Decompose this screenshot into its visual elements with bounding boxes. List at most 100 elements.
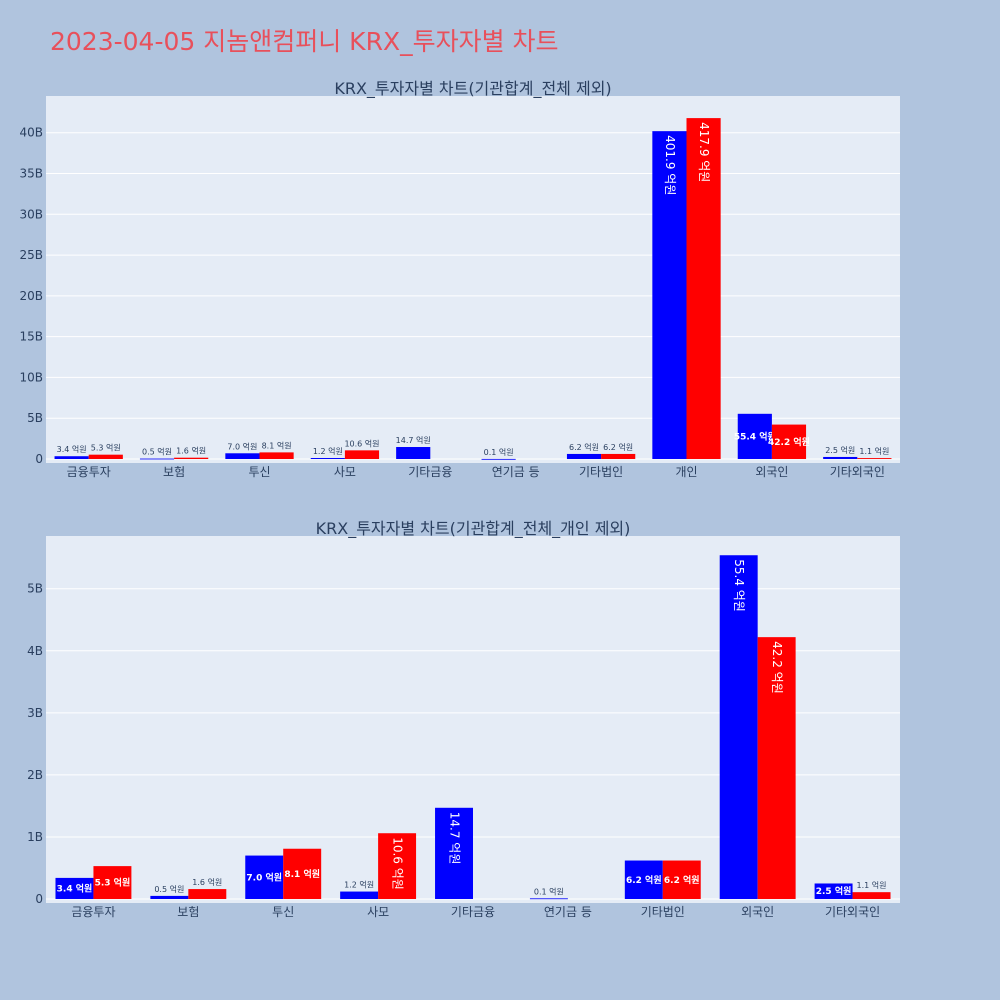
bar	[88, 454, 123, 459]
bar	[624, 860, 663, 899]
y-tick-label: 3B	[27, 706, 43, 720]
x-tick-label: 연기금 등	[544, 905, 592, 919]
data-label: 55.4 억원	[734, 430, 776, 442]
data-label: 0.1 억원	[484, 447, 514, 457]
data-label: 42.2 억원	[770, 641, 784, 694]
data-label: 0.5 억원	[154, 884, 184, 894]
bar	[54, 456, 89, 459]
y-tick-label: 10B	[19, 370, 43, 384]
y-tick-label: 25B	[19, 248, 43, 262]
bar	[771, 424, 807, 459]
data-label: 6.2 억원	[626, 874, 662, 886]
data-label: 7.0 억원	[246, 871, 282, 883]
bar	[245, 855, 284, 899]
bar	[340, 891, 379, 899]
y-tick-label: 2B	[27, 768, 43, 782]
bar	[174, 457, 209, 459]
bar	[150, 895, 189, 899]
data-label: 417.9 억원	[697, 122, 711, 182]
data-label: 0.5 억원	[142, 447, 172, 457]
bar	[686, 118, 721, 459]
chart-2: 0 1B 2B 3B 4B 5B KRX_투자자별 차트(기관합계_전체_개인 제외) 금융투…	[27, 519, 900, 919]
data-label: 14.7 억원	[448, 812, 462, 865]
data-label: 1.2 억원	[313, 446, 343, 456]
bar	[852, 892, 891, 899]
data-label: 6.2 억원	[603, 442, 633, 452]
x-tick-label: 사모	[367, 905, 389, 919]
y-tick-label: 0	[35, 892, 43, 906]
data-label: 1.2 억원	[344, 880, 374, 890]
data-label: 1.6 억원	[176, 446, 206, 456]
bar	[259, 452, 294, 459]
x-tick-label: 보험	[163, 465, 185, 479]
data-label: 0.1 억원	[534, 886, 564, 896]
bar	[823, 456, 858, 459]
bar	[310, 458, 345, 459]
y-tick-label: 40B	[19, 126, 43, 140]
data-label: 8.1 억원	[262, 440, 292, 450]
bar	[283, 848, 322, 899]
y-tick-label: 0	[35, 452, 43, 466]
x-tick-label: 금융투자	[67, 465, 111, 479]
x-tick-label: 투신	[272, 905, 294, 919]
y-tick-label: 20B	[19, 289, 43, 303]
y-tick-label: 30B	[19, 207, 43, 221]
data-label: 1.6 억원	[192, 877, 222, 887]
x-tick-label: 기타금융	[408, 465, 452, 479]
bar	[396, 447, 431, 459]
data-label: 5.3 억원	[91, 443, 121, 453]
x-tick-label: 사모	[334, 465, 356, 479]
bar	[814, 883, 853, 899]
bar	[344, 450, 380, 459]
x-tick-label: 연기금 등	[492, 465, 540, 479]
x-tick-label: 외국인	[755, 465, 788, 479]
x-tick-label: 기타외국인	[825, 905, 880, 919]
y-tick-label: 5B	[27, 411, 43, 425]
chart-1: 0 5B 10B 15B 20B 25B 30B 35B 40B KRX_투자자별 차트(기관합계…	[19, 79, 900, 479]
data-label: 6.2 억원	[569, 442, 599, 452]
bar	[188, 889, 227, 899]
chart-title: KRX_투자자별 차트(기관합계_전체_개인 제외)	[316, 519, 631, 539]
y-tick-label: 5B	[27, 582, 43, 596]
y-tick-label: 1B	[27, 830, 43, 844]
data-label: 3.4 억원	[57, 444, 87, 454]
data-label: 2.5 억원	[816, 885, 852, 897]
x-tick-label: 투신	[248, 465, 270, 479]
x-tick-label: 기타법인	[641, 905, 685, 919]
bar	[857, 458, 892, 459]
bar	[662, 860, 701, 899]
data-label: 10.6 억원	[391, 837, 405, 890]
plot-area	[46, 96, 900, 463]
data-label: 8.1 억원	[284, 868, 320, 880]
data-label: 5.3 억원	[95, 877, 131, 889]
bar	[737, 413, 772, 459]
data-label: 1.1 억원	[859, 446, 889, 456]
bar	[225, 453, 260, 459]
bar	[757, 637, 796, 899]
page-title: 2023-04-05 지놈앤컴퍼니 KRX_투자자별 차트	[50, 27, 559, 56]
bar	[652, 131, 687, 460]
data-label: 14.7 억원	[396, 435, 431, 445]
x-tick-label: 기타외국인	[830, 465, 885, 479]
bar	[601, 453, 636, 459]
data-label: 6.2 억원	[664, 874, 700, 886]
bar	[55, 877, 94, 899]
bar	[481, 458, 516, 460]
bar	[566, 453, 602, 459]
bar	[139, 458, 175, 460]
data-label: 3.4 억원	[57, 882, 93, 894]
bar	[93, 866, 132, 899]
x-tick-label: 금융투자	[71, 905, 115, 919]
x-tick-label: 기타법인	[579, 465, 623, 479]
data-label: 401.9 억원	[663, 135, 677, 195]
x-tick-label: 기타금융	[451, 905, 495, 919]
y-tick-label: 4B	[27, 644, 43, 658]
data-label: 2.5 억원	[825, 445, 855, 455]
data-label: 1.1 억원	[857, 880, 887, 890]
bar	[529, 898, 568, 900]
data-label: 42.2 억원	[768, 436, 810, 448]
y-tick-label: 35B	[19, 166, 43, 180]
bar	[435, 807, 473, 899]
bar	[719, 555, 758, 899]
